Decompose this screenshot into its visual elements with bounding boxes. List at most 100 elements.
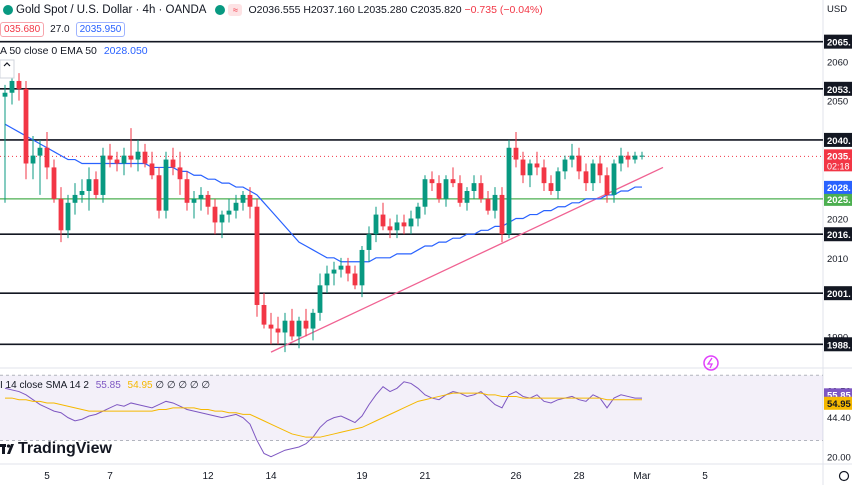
x-tick-3: 14	[265, 471, 277, 482]
candle-36	[254, 198, 260, 317]
status-dot-icon	[215, 5, 226, 15]
candle-90	[632, 151, 638, 164]
level-label-text: 1988.	[827, 340, 851, 351]
candle-56	[394, 214, 400, 239]
candle-25	[177, 151, 183, 195]
rsi-tag-bg	[824, 396, 852, 410]
candle-body	[450, 179, 456, 184]
candle-body	[541, 167, 547, 184]
candle-body	[296, 320, 302, 337]
settings-icon-ring	[838, 470, 850, 482]
candle-body	[107, 155, 113, 160]
candle-7	[51, 159, 57, 203]
price-tag-ema: 2028.	[824, 180, 852, 194]
candle-72	[506, 139, 512, 239]
candle-body	[114, 159, 120, 164]
candle-82	[576, 147, 582, 180]
candle-body	[394, 222, 400, 231]
candle-body	[513, 147, 519, 160]
rsi-legend-value: 55.85	[95, 380, 121, 391]
candle-body	[289, 320, 295, 337]
level-label-3: 2025.	[824, 191, 852, 206]
candle-body	[72, 194, 78, 203]
candle-body	[471, 183, 477, 191]
x-tick-0: 5	[44, 471, 50, 482]
candle-40	[282, 312, 288, 353]
x-tick-4: 19	[356, 471, 368, 482]
candle-54	[380, 202, 386, 231]
candle-body	[331, 269, 337, 274]
candle-14	[100, 147, 106, 203]
rsi-band	[0, 375, 823, 441]
candle-30	[212, 198, 218, 235]
candle-body	[44, 147, 50, 168]
candle-body	[457, 183, 463, 203]
y-tick-3: 2010	[827, 254, 848, 265]
candle-79	[555, 167, 561, 199]
candle-64	[450, 167, 456, 188]
candle-29	[205, 191, 211, 215]
candle-4	[30, 135, 36, 180]
candle-15	[107, 143, 113, 168]
crosshair-icon-chevron	[3, 62, 11, 67]
x-tick-2: 12	[202, 471, 214, 482]
ema-legend[interactable]: A 50 close 0 EMA 50 2028.050	[0, 45, 148, 57]
candle-19	[135, 139, 141, 172]
candle-9	[65, 194, 71, 239]
level-label-6: 1988.	[824, 337, 852, 352]
candle-39	[275, 316, 281, 345]
candle-83	[583, 163, 589, 191]
level-label-text: 2025.	[827, 195, 851, 206]
rsi-legend[interactable]: I 14 close SMA 14 2 55.85 54.95 ∅ ∅ ∅ ∅ …	[0, 380, 210, 391]
candle-18	[128, 128, 134, 168]
candle-body	[366, 234, 372, 250]
candle-body	[275, 328, 281, 333]
tradingview-logo[interactable]: TradingView	[0, 440, 112, 458]
candle-body	[597, 163, 603, 176]
candle-2	[16, 73, 22, 101]
level-label-2: 2040.	[824, 132, 852, 147]
x-tick-7: 28	[573, 471, 585, 482]
rsi-tick-1: 44.40	[827, 413, 851, 424]
candle-body	[499, 194, 505, 235]
ema-legend-label: A 50 close 0 EMA 50	[0, 45, 97, 57]
symbol-header: Gold Spot / U.S. Dollar · 4h · OANDA ≈ O…	[0, 0, 543, 20]
candle-46	[324, 265, 330, 294]
currency-label: USD	[827, 4, 847, 15]
wave-icon[interactable]: ≈	[228, 4, 243, 16]
candle-81	[569, 143, 575, 168]
replay-icon	[703, 355, 719, 371]
symbol-title[interactable]: Gold Spot / U.S. Dollar · 4h · OANDA	[16, 4, 207, 16]
candle-body	[30, 155, 36, 164]
buy-button[interactable]: 2035.950	[75, 22, 126, 37]
candle-body	[16, 80, 22, 89]
candle-57	[401, 214, 407, 235]
candle-body	[261, 304, 267, 325]
ohlc-readout: O2036.555 H2037.160 L2035.280 C2035.820 …	[248, 4, 542, 16]
candle-53	[373, 206, 379, 243]
candle-body	[156, 175, 162, 211]
candle-0	[2, 84, 8, 203]
candle-32	[226, 198, 232, 223]
candle-86	[604, 167, 610, 203]
candle-body	[205, 194, 211, 207]
sell-button[interactable]: 035.680	[0, 22, 45, 37]
candle-body	[324, 273, 330, 286]
candle-50	[352, 265, 358, 290]
candle-91	[639, 151, 645, 160]
candle-37	[261, 293, 267, 329]
level-label-bg	[824, 337, 852, 352]
candle-52	[366, 226, 372, 262]
candle-28	[198, 187, 204, 211]
candle-26	[184, 171, 190, 211]
candle-body	[163, 159, 169, 211]
candle-75	[527, 159, 533, 188]
candle-34	[240, 191, 246, 211]
candle-6	[44, 132, 50, 180]
candle-66	[464, 187, 470, 211]
candle-65	[457, 175, 463, 207]
x-tick-8: Mar	[633, 471, 651, 482]
candle-body	[562, 159, 568, 172]
